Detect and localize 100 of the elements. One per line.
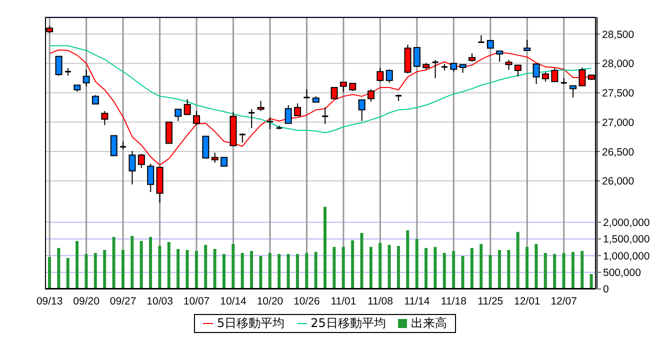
bar [388, 244, 391, 289]
x-tick-label: 09/20 [73, 295, 100, 308]
candlestick [211, 152, 218, 164]
bar [452, 250, 456, 289]
candlestick [386, 68, 393, 84]
candlestick [340, 82, 347, 93]
candlestick [294, 102, 302, 116]
line-series [49, 45, 592, 134]
bar [259, 256, 262, 289]
x-tick-label: 11/08 [367, 295, 394, 308]
x-tick-label: 10/03 [146, 295, 174, 308]
x-tick-label: 10/20 [256, 295, 284, 308]
bar [324, 206, 326, 289]
candlestick [193, 110, 200, 126]
bar [461, 256, 464, 289]
candlestick [82, 69, 90, 87]
candlestick [524, 39, 531, 51]
bar [112, 236, 116, 289]
x-tick-label: 09/13 [36, 295, 63, 308]
bar [488, 254, 492, 289]
bar [507, 250, 510, 289]
candlestick [413, 47, 420, 67]
candlestick [368, 88, 375, 102]
y2-tick-label: 500,000 [603, 267, 642, 280]
bar [66, 258, 70, 289]
bar [498, 250, 501, 289]
bar [204, 244, 208, 289]
bar [194, 250, 198, 289]
x-tick-label: 10/07 [183, 295, 210, 308]
bar [286, 254, 290, 289]
legend-label: 出来高 [410, 315, 447, 332]
candlestick [578, 67, 586, 86]
legend-label: 5日移動平均 [216, 315, 285, 332]
x-tick-label: 12/07 [550, 295, 578, 308]
bar [360, 232, 364, 289]
bar [186, 250, 189, 289]
candlestick [165, 122, 172, 144]
candlestick [202, 136, 210, 160]
x-tick-label: 10/26 [294, 295, 320, 308]
y-tick-label: 26,000 [602, 176, 634, 188]
x-tick-label: 11/18 [440, 295, 467, 308]
x-tick-label: 09/27 [110, 295, 136, 308]
bar [176, 248, 180, 289]
x-tick-label: 12/01 [514, 295, 540, 308]
bar [121, 250, 124, 289]
bar [342, 246, 345, 289]
bar [250, 250, 254, 289]
candlestick [238, 132, 246, 144]
y2-tick-label: 2,000,000 [603, 216, 650, 229]
bar [222, 254, 226, 289]
candlestick [505, 59, 512, 70]
bar [534, 244, 538, 289]
bar [516, 232, 520, 289]
bar [378, 242, 382, 289]
bar [553, 254, 556, 289]
bar [76, 240, 79, 289]
y-tick-label: 27,500 [602, 88, 634, 100]
y-tick-label: 28,000 [602, 58, 634, 70]
candlestick [248, 108, 256, 129]
candlestick [128, 150, 136, 185]
bar [213, 248, 216, 289]
bar [470, 248, 474, 289]
candlestick [184, 98, 191, 116]
bar [369, 246, 372, 289]
x-tick-label: 10/14 [220, 295, 247, 308]
x-tick-label: 11/01 [330, 295, 356, 308]
bar [240, 252, 244, 289]
bar [268, 252, 272, 289]
y2-tick-label: 0 [603, 284, 609, 296]
candlestick [138, 153, 145, 168]
bar [278, 254, 281, 289]
bar [580, 250, 584, 289]
bar [305, 252, 308, 289]
candlestick [266, 116, 274, 130]
candlestick [302, 88, 310, 100]
candlestick [174, 108, 182, 122]
bar [130, 236, 134, 289]
candlestick [147, 163, 154, 193]
candlestick [376, 68, 384, 82]
bar [571, 252, 574, 289]
candlestick [514, 64, 522, 77]
bar [140, 240, 143, 289]
x-tick-label: 11/14 [404, 295, 430, 308]
bar [84, 254, 88, 289]
candlestick [321, 106, 329, 124]
x-tick-label: 11/25 [478, 295, 504, 308]
candlestick [284, 104, 292, 124]
y-tick-label: 26,500 [602, 146, 634, 158]
bar [232, 244, 235, 289]
candlestick [257, 100, 264, 112]
bar [57, 248, 60, 289]
candlestick [551, 68, 558, 82]
bar [296, 254, 299, 289]
bar [149, 236, 152, 289]
bar [94, 252, 97, 289]
bar [434, 246, 437, 289]
bar [526, 246, 529, 289]
bar [415, 238, 418, 289]
y2-tick-label: 1,000,000 [603, 250, 650, 262]
y2-tick-label: 1,500,000 [603, 234, 650, 246]
